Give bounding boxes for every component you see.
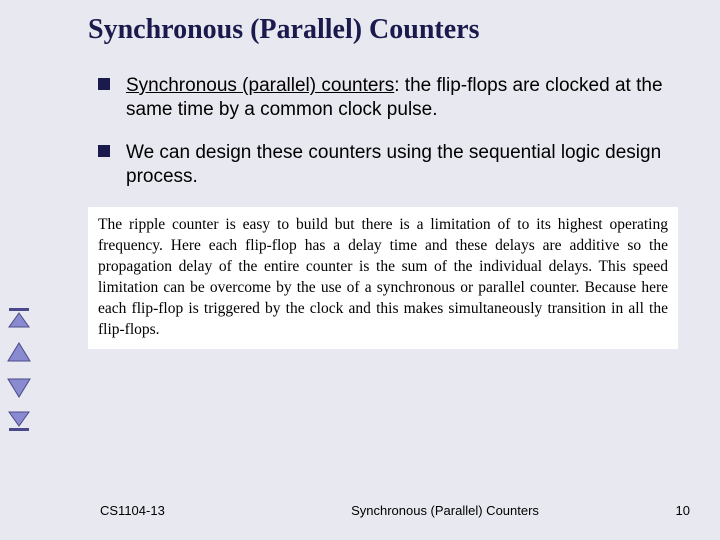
excerpt-block: The ripple counter is easy to build but … [88,207,678,349]
nav-last-icon[interactable] [4,406,34,436]
footer-page: 10 [650,503,690,518]
footer-course: CS1104-13 [100,503,240,518]
slide-body: Synchronous (Parallel) Counters Synchron… [60,0,720,540]
footer-title: Synchronous (Parallel) Counters [240,503,650,518]
bullet-list: Synchronous (parallel) counters: the fli… [98,74,690,189]
nav-prev-icon[interactable] [4,338,34,368]
slide-footer: CS1104-13 Synchronous (Parallel) Counter… [60,503,720,518]
bullet-lead: Synchronous (parallel) counters [126,75,394,96]
bullet-item: We can design these counters using the s… [98,141,690,190]
nav-next-icon[interactable] [4,372,34,402]
bullet-item: Synchronous (parallel) counters: the fli… [98,74,690,123]
slide-nav [4,304,38,440]
slide-title: Synchronous (Parallel) Counters [88,14,690,46]
bullet-text: We can design these counters using the s… [126,142,661,187]
nav-first-icon[interactable] [4,304,34,334]
